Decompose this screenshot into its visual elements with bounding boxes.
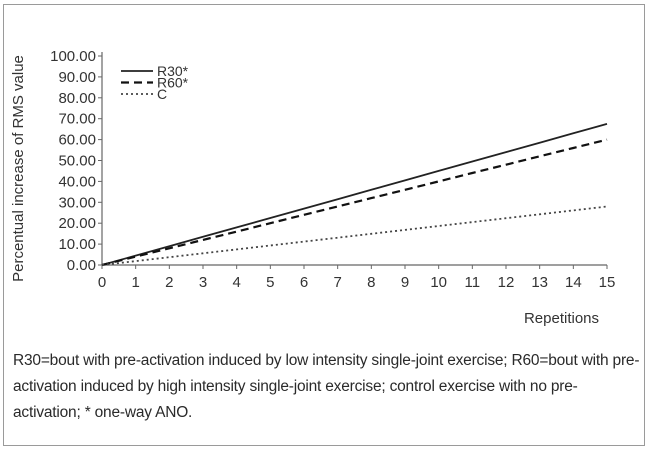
x-tick-label: 11 (465, 274, 481, 291)
x-tick-label: 2 (165, 274, 173, 291)
y-tick-label: 0.00 (67, 257, 96, 274)
series-line-2 (101, 138, 608, 267)
y-tick-label: 50.00 (58, 153, 96, 170)
x-tick-label: 8 (367, 274, 375, 291)
x-tick-label: 5 (266, 274, 274, 291)
x-tick-label: 0 (98, 274, 106, 291)
y-tick-label: 30.00 (58, 194, 96, 211)
x-tick-label: 4 (232, 274, 240, 291)
y-tick-label: 10.00 (58, 236, 96, 253)
y-tick-label: 100.00 (50, 48, 96, 65)
x-tick-label: 14 (565, 274, 582, 291)
series-line-3 (101, 205, 608, 266)
x-tick-label: 3 (199, 274, 207, 291)
y-tick-label: 80.00 (58, 90, 96, 107)
x-tick-label: 6 (300, 274, 308, 291)
series-line-1 (101, 123, 608, 266)
y-tick-label: 90.00 (58, 69, 96, 86)
x-tick-label: 13 (531, 274, 548, 291)
y-tick-label: 20.00 (58, 215, 96, 232)
line-chart: 0.00 10.00 20.00 30.00 40.00 50.00 60.00 70.00 8… (10, 48, 616, 327)
legend-label: C (157, 86, 167, 102)
x-tick-label: 1 (131, 274, 139, 291)
figure-frame: 0.00 10.00 20.00 30.00 40.00 50.00 60.00 70.00 8… (3, 4, 645, 446)
legend-label: R30* (157, 63, 189, 79)
x-axis-label: Repetitions (524, 310, 599, 327)
x-tick-label: 7 (333, 274, 341, 291)
figure-caption: R30=bout with pre-activation induced by … (13, 352, 640, 421)
y-axis-label: Percentual increase of RMS value (10, 55, 27, 282)
y-tick-label: 60.00 (58, 132, 96, 149)
y-tick-label: 70.00 (58, 111, 96, 128)
x-tick-label: 12 (498, 274, 515, 291)
y-tick-label: 40.00 (58, 173, 96, 190)
legend-label: R60* (157, 75, 189, 91)
x-tick-label: 15 (599, 274, 616, 291)
x-tick-label: 9 (401, 274, 409, 291)
x-tick-label: 10 (430, 274, 447, 291)
